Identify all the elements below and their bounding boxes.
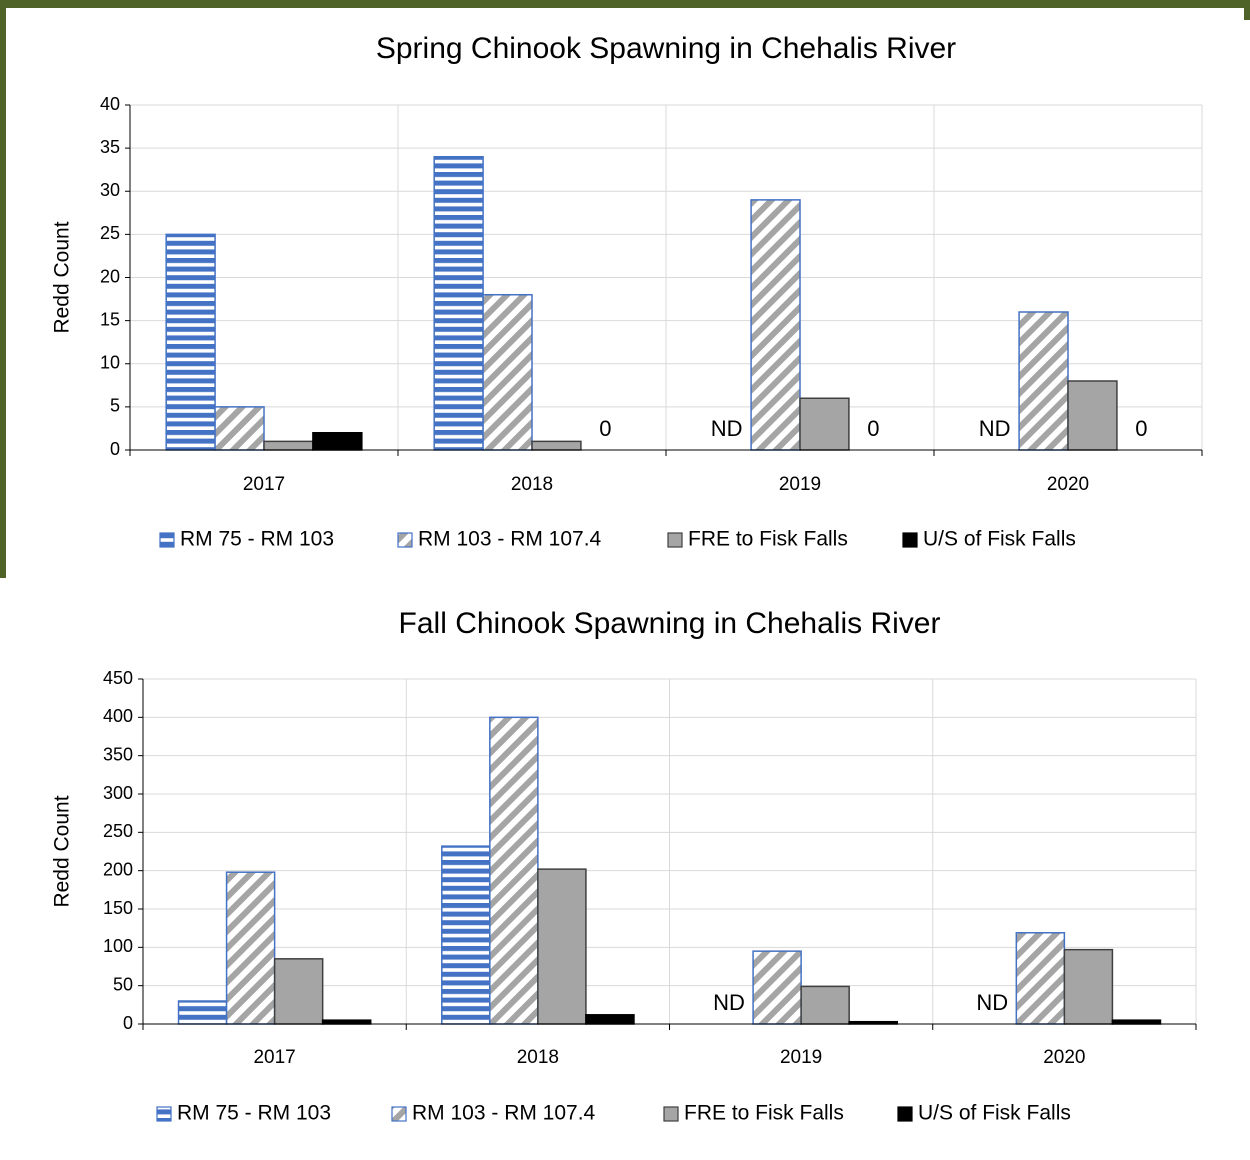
value-label: ND — [713, 990, 745, 1015]
y-axis-title: Redd Count — [51, 795, 74, 907]
x-tick-label: 2017 — [253, 1047, 295, 1068]
bar — [1063, 948, 1114, 1025]
y-tick-label: 400 — [103, 706, 133, 726]
bar — [537, 868, 587, 1025]
bar — [799, 397, 850, 451]
value-label: ND — [979, 416, 1011, 441]
bar — [1015, 932, 1066, 1025]
x-tick-label: 2020 — [1043, 1047, 1085, 1068]
bar — [1111, 1019, 1162, 1025]
y-tick-label: 200 — [103, 859, 133, 879]
legend-swatch — [902, 532, 918, 548]
y-tick-label: 0 — [110, 439, 120, 459]
frame-left — [0, 0, 6, 578]
legend-swatch — [663, 1106, 679, 1122]
y-tick-label: 10 — [100, 353, 120, 373]
value-label: ND — [711, 416, 743, 441]
bar — [433, 156, 484, 451]
legend-label: RM 103 - RM 107.4 — [418, 528, 602, 551]
legend-swatch — [156, 1106, 172, 1122]
y-tick-label: 50 — [113, 974, 133, 994]
y-tick-label: 150 — [103, 898, 133, 918]
bar — [321, 1019, 372, 1025]
x-tick-label: 2019 — [779, 474, 821, 495]
bar — [165, 233, 216, 451]
bar — [273, 958, 324, 1025]
bar — [1067, 380, 1118, 451]
bar — [1018, 311, 1069, 451]
y-axis-title: Redd Count — [51, 221, 74, 333]
y-tick-label: 250 — [103, 821, 133, 841]
bar — [482, 294, 533, 451]
y-tick-label: 0 — [123, 1013, 133, 1033]
legend-label: RM 103 - RM 107.4 — [412, 1102, 596, 1125]
bar — [441, 845, 491, 1025]
value-label: 0 — [599, 416, 611, 441]
frame-right — [1244, 0, 1250, 20]
legend-label: RM 75 - RM 103 — [177, 1102, 331, 1125]
legend-label: FRE to Fisk Falls — [684, 1102, 844, 1125]
bar — [750, 199, 801, 451]
y-tick-label: 40 — [100, 94, 120, 114]
value-label: ND — [976, 990, 1008, 1015]
x-tick-label: 2018 — [517, 1047, 559, 1068]
bar — [585, 1014, 635, 1025]
y-tick-label: 25 — [100, 223, 120, 243]
x-tick-label: 2018 — [511, 474, 553, 495]
y-tick-label: 30 — [100, 180, 120, 200]
chart-title: Fall Chinook Spawning in Chehalis River — [399, 607, 941, 640]
legend-swatch — [667, 532, 683, 548]
y-tick-label: 20 — [100, 266, 120, 286]
x-tick-label: 2019 — [780, 1047, 822, 1068]
legend-label: U/S of Fisk Falls — [923, 528, 1076, 551]
legend-label: RM 75 - RM 103 — [180, 528, 334, 551]
bar — [263, 440, 314, 451]
bar — [177, 1000, 228, 1025]
value-label: 0 — [1135, 416, 1147, 441]
bar — [531, 440, 582, 451]
y-tick-label: 100 — [103, 936, 133, 956]
chart-title: Spring Chinook Spawning in Chehalis Rive… — [376, 32, 956, 65]
bar — [489, 716, 539, 1025]
legend-label: FRE to Fisk Falls — [688, 528, 848, 551]
y-tick-label: 350 — [103, 744, 133, 764]
value-label: 0 — [867, 416, 879, 441]
y-tick-label: 300 — [103, 783, 133, 803]
bar — [752, 950, 802, 1025]
legend-swatch — [159, 532, 175, 548]
y-tick-label: 35 — [100, 137, 120, 157]
legend-label: U/S of Fisk Falls — [918, 1102, 1071, 1125]
bar — [225, 871, 276, 1025]
y-tick-label: 15 — [100, 309, 120, 329]
y-tick-label: 450 — [103, 668, 133, 688]
bar — [800, 985, 850, 1025]
y-tick-label: 5 — [110, 396, 120, 416]
legend-swatch — [391, 1106, 407, 1122]
legend-swatch — [897, 1106, 913, 1122]
x-tick-label: 2017 — [243, 474, 285, 495]
x-tick-label: 2020 — [1047, 474, 1089, 495]
frame-top — [0, 0, 1250, 8]
bar — [214, 406, 265, 451]
bar — [312, 432, 363, 451]
legend-swatch — [397, 532, 413, 548]
